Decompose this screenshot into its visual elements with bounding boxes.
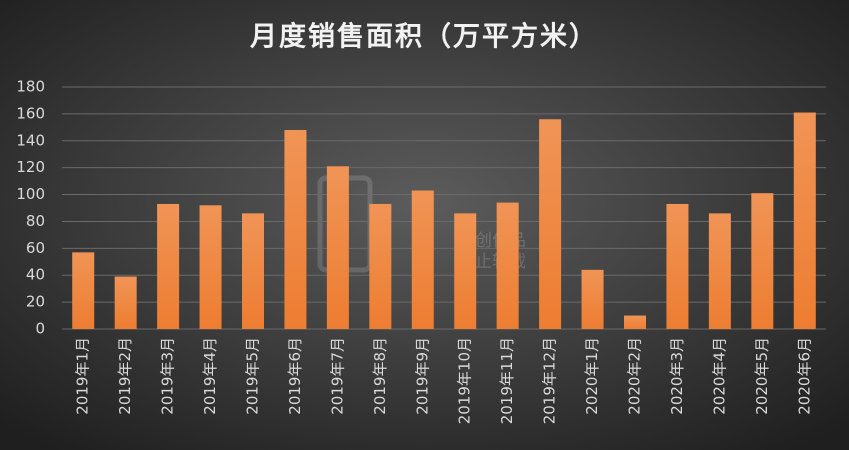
bar-shade [411,190,434,329]
x-tick-label: 2019年3月 [159,337,177,415]
x-tick-label: 2019年5月 [244,337,262,415]
x-tick-label: 2019年1月 [74,337,92,415]
bar-shade [793,112,816,330]
bar-shade [539,119,562,330]
bar-shade [284,130,307,329]
x-tick-label: 2019年9月 [413,337,431,415]
bar-shade [666,203,689,329]
y-tick-label: 180 [16,78,45,96]
y-tick-label: 140 [16,131,45,149]
y-tick-label: 40 [26,266,45,284]
bar-shade [199,205,222,329]
x-tick-label: 2020年3月 [668,337,686,415]
y-tick-label: 160 [16,104,45,122]
x-tick-label: 2020年2月 [626,337,644,415]
chart-title: 月度销售面积（万平方米） [249,21,598,53]
bar-shade [454,213,477,329]
bar-shade [581,269,604,329]
bar-shade [496,202,519,329]
bar-shade [708,213,731,329]
x-tick-label: 2019年2月 [116,337,134,415]
bar-shade [157,203,180,329]
x-tick-label: 2020年5月 [753,337,771,415]
bar-shade [242,213,264,329]
y-tick-label: 60 [26,239,45,257]
bar-shade [72,252,95,329]
x-tick-label: 2020年1月 [583,337,601,415]
y-tick-label: 20 [26,293,45,311]
x-tick-label: 2019年8月 [371,337,389,415]
y-tick-label: 0 [35,320,45,338]
x-tick-label: 2019年4月 [201,337,219,415]
x-tick-label: 2019年10月 [456,337,474,424]
y-tick-label: 80 [26,212,45,230]
bar-shade [624,315,646,329]
x-tick-label: 2020年6月 [795,337,813,415]
x-tick-label: 2020年4月 [710,337,728,415]
y-tick-label: 120 [16,158,45,176]
x-tick-label: 2019年12月 [541,337,559,424]
x-tick-label: 2019年6月 [286,337,304,415]
bar-shade [326,166,349,329]
x-tick-label: 2019年11月 [498,337,516,424]
bar-shade [751,193,774,329]
y-tick-label: 100 [16,185,45,203]
bar-shade [369,203,392,329]
bar-shade [114,276,137,329]
x-tick-label: 2019年7月 [328,337,346,415]
